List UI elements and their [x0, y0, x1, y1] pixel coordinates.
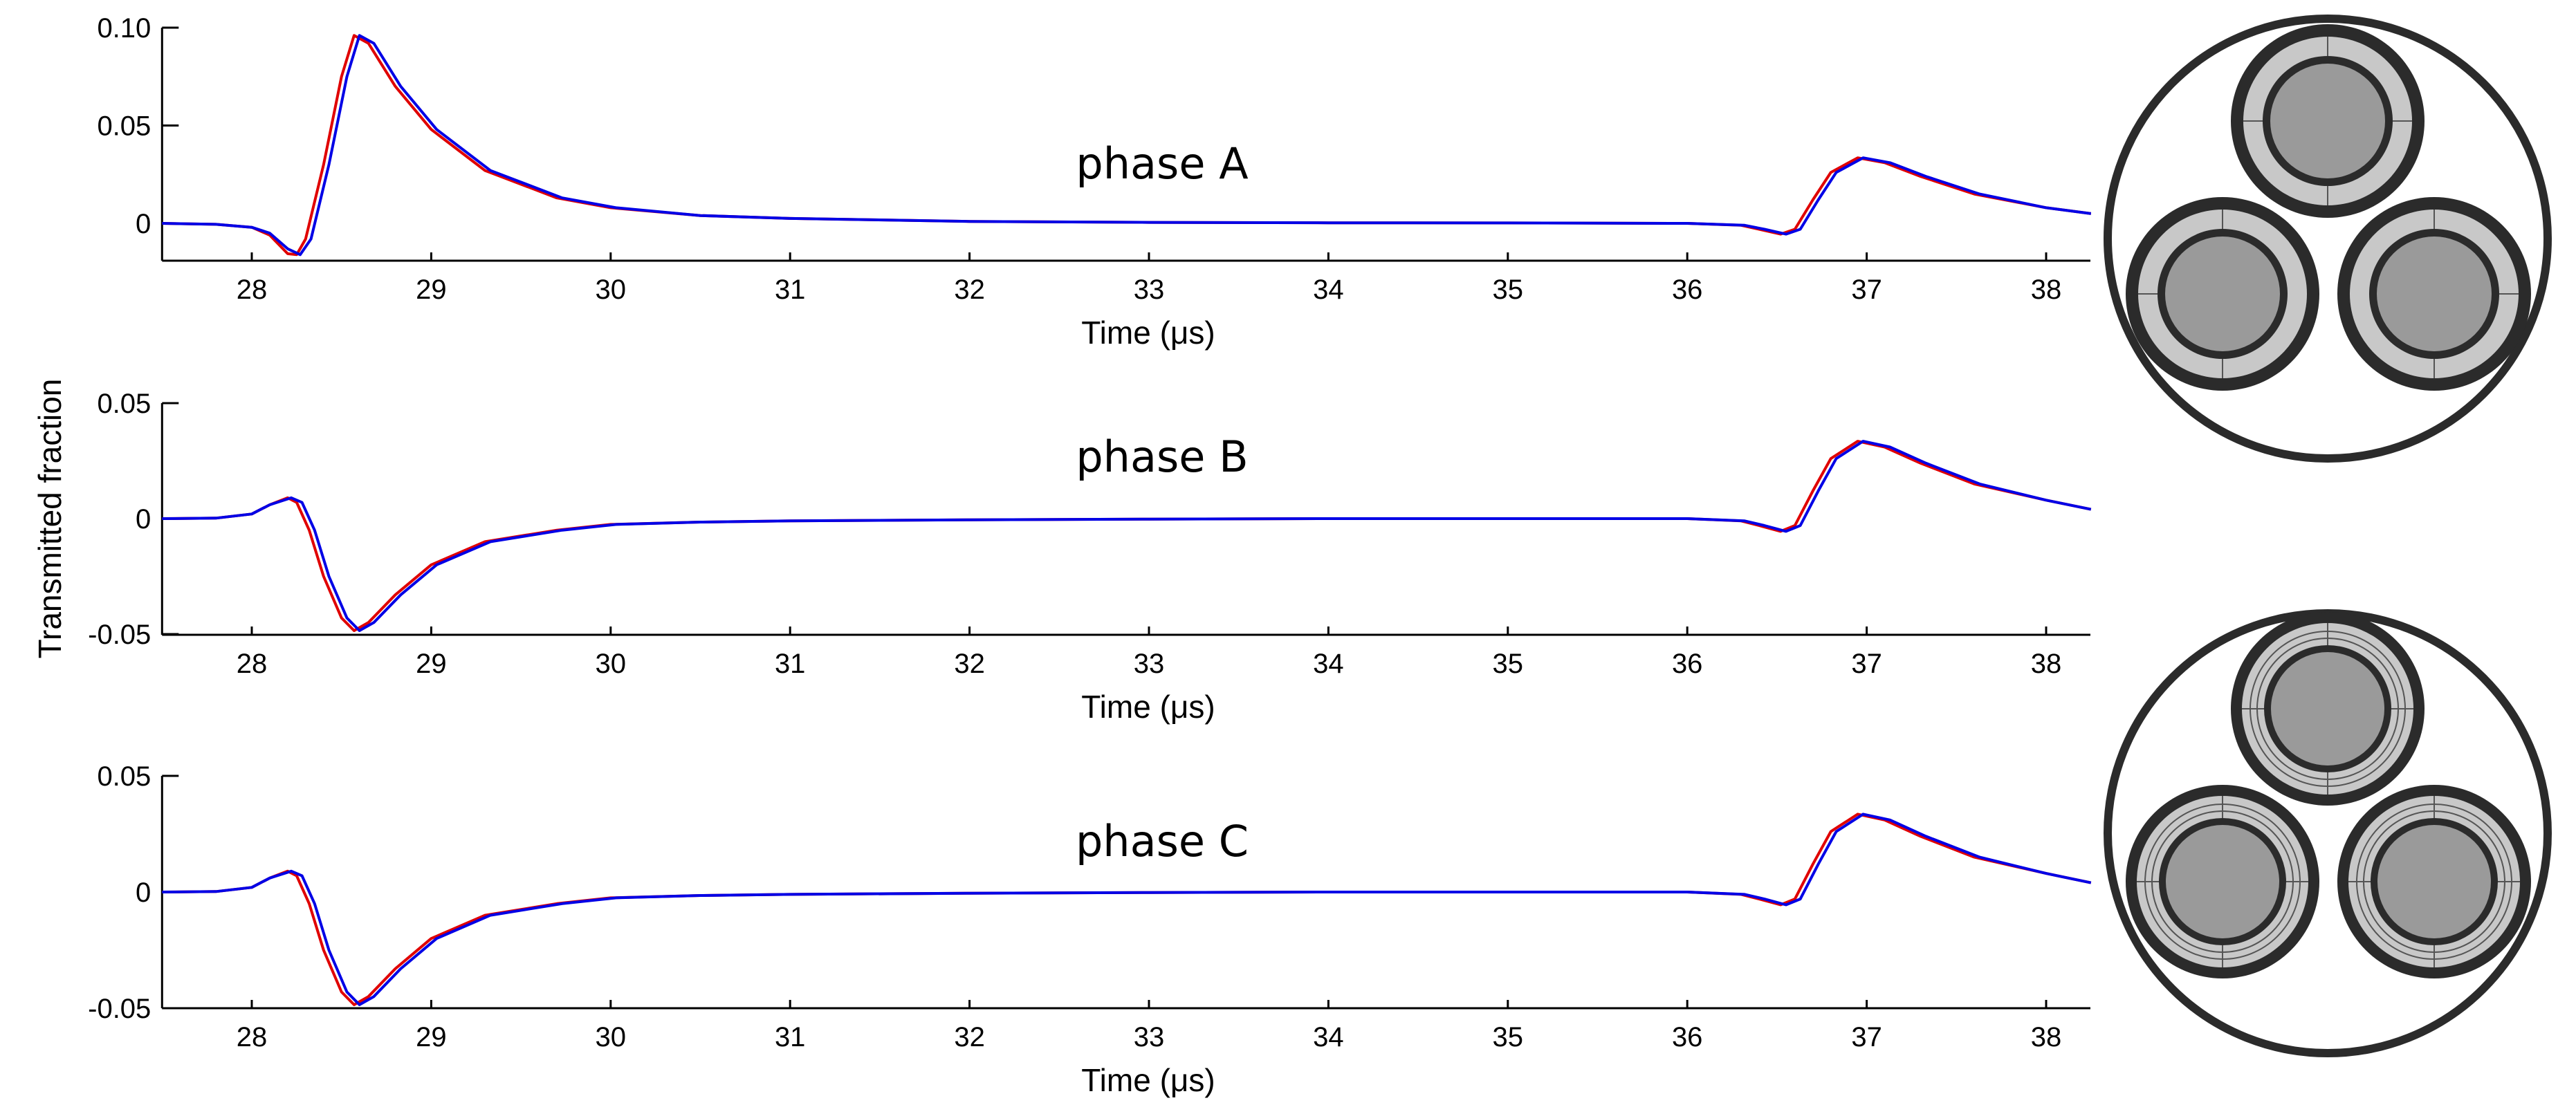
panel-3: 28 29 30 31 32 33 34 35 36 37 38 -0.05 0 0.05 Time (μs…: [88, 761, 2092, 1098]
panel-title: phase B: [1076, 431, 1248, 482]
x-tick-label: 32: [954, 275, 985, 305]
x-tick-label: 34: [1313, 649, 1344, 679]
x-tick-label: 29: [416, 649, 447, 679]
core-top-right: [2337, 197, 2531, 391]
series-line-blue: [162, 813, 2092, 1006]
plots-layer: 28 29 30 31 32 33 34 35 36 37 38 0 0.05 0.10 Time (μs)…: [88, 13, 2092, 1098]
x-tick-label: 34: [1313, 275, 1344, 305]
x-tick-label: 29: [416, 1022, 447, 1052]
panel-2: 28 29 30 31 32 33 34 35 36 37 38 -0.05 0 0.05 Time (μs…: [88, 389, 2092, 725]
core-top-upper: [2231, 24, 2425, 218]
y-tick-label: 0.05: [97, 389, 151, 419]
y-tick-label: 0: [136, 504, 151, 535]
x-tick-label: 28: [237, 649, 268, 679]
series-line-blue: [162, 440, 2092, 632]
x-tick-label: 30: [596, 275, 627, 305]
y-tick-label: 0: [136, 878, 151, 908]
x-tick-label: 33: [1134, 649, 1165, 679]
x-tick-label: 32: [954, 1022, 985, 1052]
x-tick-label: 32: [954, 649, 985, 679]
y-tick-label: -0.05: [88, 994, 151, 1024]
x-tick-label: 35: [1493, 649, 1524, 679]
x-tick-label: 28: [237, 1022, 268, 1052]
x-tick-label: 36: [1672, 1022, 1703, 1052]
y-axis-title: Transmitted fraction: [32, 379, 68, 659]
x-tick-label: 36: [1672, 649, 1703, 679]
y-tick-label: -0.05: [88, 620, 151, 650]
panel-1: 28 29 30 31 32 33 34 35 36 37 38 0 0.05 0.10 Time (μs)…: [97, 13, 2092, 351]
x-tick-label: 31: [775, 275, 806, 305]
x-tick-label: 31: [775, 1022, 806, 1052]
y-tick-label: 0: [136, 209, 151, 239]
x-tick-label: 37: [1851, 649, 1882, 679]
series-line-blue: [162, 34, 2092, 257]
y-tick-label: 0.05: [97, 111, 151, 142]
panel-title: phase C: [1076, 816, 1249, 866]
x-tick-label: 38: [2031, 1022, 2062, 1052]
x-tick-label: 37: [1851, 1022, 1882, 1052]
y-tick-label: 0.05: [97, 761, 151, 792]
x-tick-label: 29: [416, 275, 447, 305]
x-tick-label: 34: [1313, 1022, 1344, 1052]
x-axis-title: Time (μs): [1081, 1062, 1215, 1098]
x-tick-label: 35: [1493, 275, 1524, 305]
x-tick-label: 36: [1672, 275, 1703, 305]
core-bottom-right: [2337, 785, 2531, 978]
x-tick-label: 28: [237, 275, 268, 305]
x-tick-label: 38: [2031, 275, 2062, 305]
x-tick-label: 30: [596, 1022, 627, 1052]
y-tick-label: 0.10: [97, 13, 151, 44]
core-bottom-upper: [2231, 612, 2425, 806]
cable-cross-section-top: [2104, 15, 2552, 463]
x-tick-label: 31: [775, 649, 806, 679]
cable-cross-section-bottom: [2104, 609, 2552, 1057]
x-axis-title: Time (μs): [1081, 315, 1215, 351]
x-tick-label: 38: [2031, 649, 2062, 679]
x-tick-label: 33: [1134, 1022, 1165, 1052]
panel-title: phase A: [1076, 138, 1248, 189]
core-bottom-left: [2126, 785, 2319, 978]
x-tick-label: 33: [1134, 275, 1165, 305]
x-axis-title: Time (μs): [1081, 689, 1215, 725]
x-tick-label: 37: [1851, 275, 1882, 305]
core-top-left: [2126, 197, 2319, 391]
x-tick-label: 30: [596, 649, 627, 679]
x-tick-label: 35: [1493, 1022, 1524, 1052]
